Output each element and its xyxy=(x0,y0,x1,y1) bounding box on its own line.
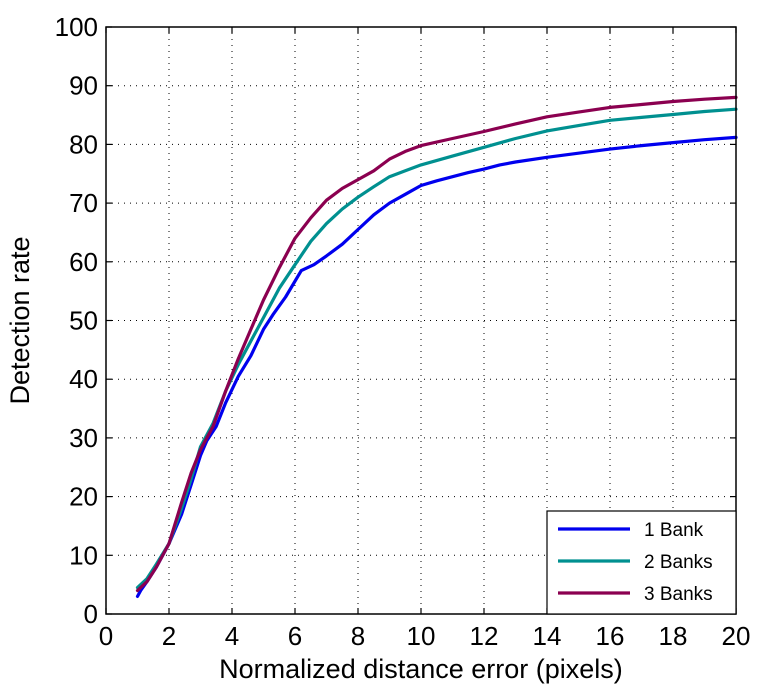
y-tick-label: 30 xyxy=(69,423,98,453)
legend-label: 3 Banks xyxy=(644,584,713,605)
y-tick-label: 60 xyxy=(69,247,98,277)
x-tick-label: 18 xyxy=(659,621,688,651)
axis-ticks: 0 2 4 6 8 10 12 14 16 18 20 0 10 20 30 40 50 60 70 80 90 100 xyxy=(55,12,751,651)
y-tick-label: 0 xyxy=(84,599,98,629)
legend-label: 2 Banks xyxy=(644,552,713,573)
x-tick-label: 4 xyxy=(225,621,239,651)
x-tick-label: 0 xyxy=(99,621,113,651)
x-tick-label: 6 xyxy=(288,621,302,651)
x-tick-label: 8 xyxy=(351,621,365,651)
y-tick-label: 90 xyxy=(69,71,98,101)
y-tick-label: 50 xyxy=(69,306,98,336)
x-axis-label: Normalized distance error (pixels) xyxy=(219,654,623,684)
y-tick-label: 10 xyxy=(69,540,98,570)
y-tick-label: 100 xyxy=(55,12,98,42)
x-tick-label: 2 xyxy=(162,621,176,651)
y-tick-label: 40 xyxy=(69,364,98,394)
y-tick-label: 70 xyxy=(69,188,98,218)
legend: 1 Bank 2 Banks 3 Banks xyxy=(546,510,737,615)
x-tick-label: 14 xyxy=(533,621,562,651)
x-tick-label: 10 xyxy=(407,621,436,651)
x-tick-label: 12 xyxy=(470,621,499,651)
y-tick-label: 20 xyxy=(69,482,98,512)
series-line-3-banks xyxy=(135,95,738,593)
x-tick-label: 20 xyxy=(722,621,751,651)
y-tick-label: 80 xyxy=(69,129,98,159)
series-line-2-banks xyxy=(135,107,738,590)
series-line-1-bank xyxy=(135,135,738,599)
x-tick-label: 16 xyxy=(596,621,625,651)
series-lines xyxy=(135,95,738,599)
y-axis-label: Detection rate xyxy=(5,236,35,404)
legend-label: 1 Bank xyxy=(644,520,704,541)
